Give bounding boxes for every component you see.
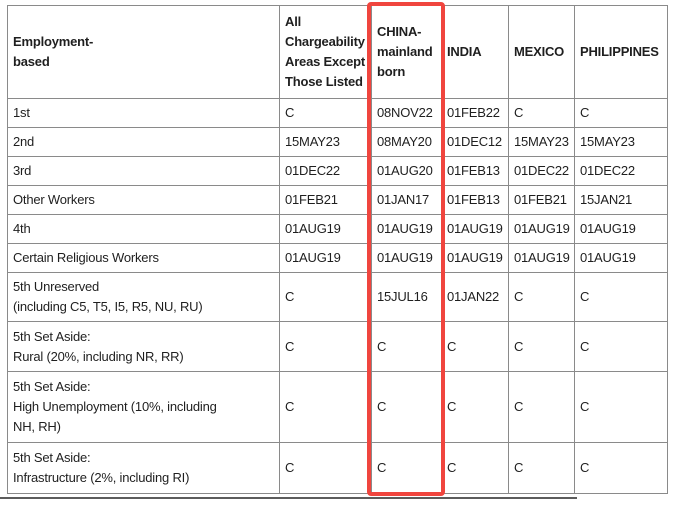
date-cell: C [279, 98, 372, 128]
col-header-philippines: PHILIPPINES [574, 5, 668, 99]
date-cell: 01AUG19 [371, 214, 442, 244]
date-cell: C [508, 272, 575, 322]
date-cell: 01AUG19 [508, 214, 575, 244]
date-cell: 01DEC22 [279, 156, 372, 186]
date-cell: C [574, 98, 668, 128]
date-cell: 08MAY20 [371, 127, 442, 157]
date-cell: 01FEB13 [441, 185, 509, 215]
row-label: 5th Set Aside: High Unemployment (10%, i… [7, 371, 280, 443]
date-cell: 01DEC22 [508, 156, 575, 186]
col-header-india: INDIA [441, 5, 509, 99]
table-row-other-workers: Other Workers 01FEB21 01JAN17 01FEB13 01… [7, 185, 668, 215]
date-cell: 15MAY23 [279, 127, 372, 157]
date-cell: 15MAY23 [574, 127, 668, 157]
date-cell: 01AUG19 [508, 243, 575, 273]
date-cell: C [508, 371, 575, 443]
date-cell: C [279, 321, 372, 372]
table-row-4th: 4th 01AUG19 01AUG19 01AUG19 01AUG19 01AU… [7, 214, 668, 244]
date-cell: C [508, 98, 575, 128]
date-cell: 01AUG19 [574, 214, 668, 244]
row-label: 3rd [7, 156, 280, 186]
date-cell: 01AUG19 [441, 243, 509, 273]
row-label: Certain Religious Workers [7, 243, 280, 273]
row-label: 4th [7, 214, 280, 244]
header-row: Employment- based All Chargeability Area… [7, 5, 668, 99]
date-cell: C [371, 442, 442, 494]
date-cell: 01AUG20 [371, 156, 442, 186]
date-cell: C [279, 442, 372, 494]
date-cell: 01AUG19 [574, 243, 668, 273]
date-cell: C [441, 371, 509, 443]
table-row-certain-religious-workers: Certain Religious Workers 01AUG19 01AUG1… [7, 243, 668, 273]
col-header-mexico: MEXICO [508, 5, 575, 99]
date-cell: C [441, 321, 509, 372]
date-cell: 08NOV22 [371, 98, 442, 128]
row-label: 2nd [7, 127, 280, 157]
date-cell: 01FEB13 [441, 156, 509, 186]
date-cell: 01DEC12 [441, 127, 509, 157]
date-cell: 01AUG19 [441, 214, 509, 244]
col-header-employment-based: Employment- based [7, 5, 280, 99]
date-cell: 01FEB22 [441, 98, 509, 128]
row-label: Other Workers [7, 185, 280, 215]
date-cell: 01DEC22 [574, 156, 668, 186]
date-cell: C [508, 442, 575, 494]
table-row-5th-set-aside-infrastructure: 5th Set Aside: Infrastructure (2%, inclu… [7, 442, 668, 494]
date-cell: C [371, 371, 442, 443]
date-cell: 01JAN22 [441, 272, 509, 322]
date-cell: 01AUG19 [371, 243, 442, 273]
date-cell: 01AUG19 [279, 214, 372, 244]
table-row-1st: 1st C 08NOV22 01FEB22 C C [7, 98, 668, 128]
table-row-5th-unreserved: 5th Unreserved (including C5, T5, I5, R5… [7, 272, 668, 322]
employment-based-priority-date-table: Employment- based All Chargeability Area… [7, 5, 668, 494]
col-header-all-chargeability: All Chargeability Areas Except Those Lis… [279, 5, 372, 99]
row-label: 5th Set Aside: Rural (20%, including NR,… [7, 321, 280, 372]
date-cell: 01FEB21 [279, 185, 372, 215]
date-cell: C [574, 321, 668, 372]
date-cell: C [574, 371, 668, 443]
table-row-5th-set-aside-high-unemployment: 5th Set Aside: High Unemployment (10%, i… [7, 371, 668, 443]
col-header-china-mainland-born: CHINA- mainland born [371, 5, 442, 99]
row-label: 5th Set Aside: Infrastructure (2%, inclu… [7, 442, 280, 494]
date-cell: 01FEB21 [508, 185, 575, 215]
date-cell: C [279, 371, 372, 443]
date-cell: C [508, 321, 575, 372]
date-cell: 01JAN17 [371, 185, 442, 215]
date-cell: C [574, 442, 668, 494]
table-row-2nd: 2nd 15MAY23 08MAY20 01DEC12 15MAY23 15MA… [7, 127, 668, 157]
date-cell: 15JUL16 [371, 272, 442, 322]
row-label: 5th Unreserved (including C5, T5, I5, R5… [7, 272, 280, 322]
bottom-divider-line [0, 497, 577, 499]
date-cell: 15JAN21 [574, 185, 668, 215]
date-cell: 15MAY23 [508, 127, 575, 157]
date-cell: C [574, 272, 668, 322]
date-cell: 01AUG19 [279, 243, 372, 273]
table-row-5th-set-aside-rural: 5th Set Aside: Rural (20%, including NR,… [7, 321, 668, 372]
table-row-3rd: 3rd 01DEC22 01AUG20 01FEB13 01DEC22 01DE… [7, 156, 668, 186]
date-cell: C [279, 272, 372, 322]
row-label: 1st [7, 98, 280, 128]
date-cell: C [441, 442, 509, 494]
date-cell: C [371, 321, 442, 372]
